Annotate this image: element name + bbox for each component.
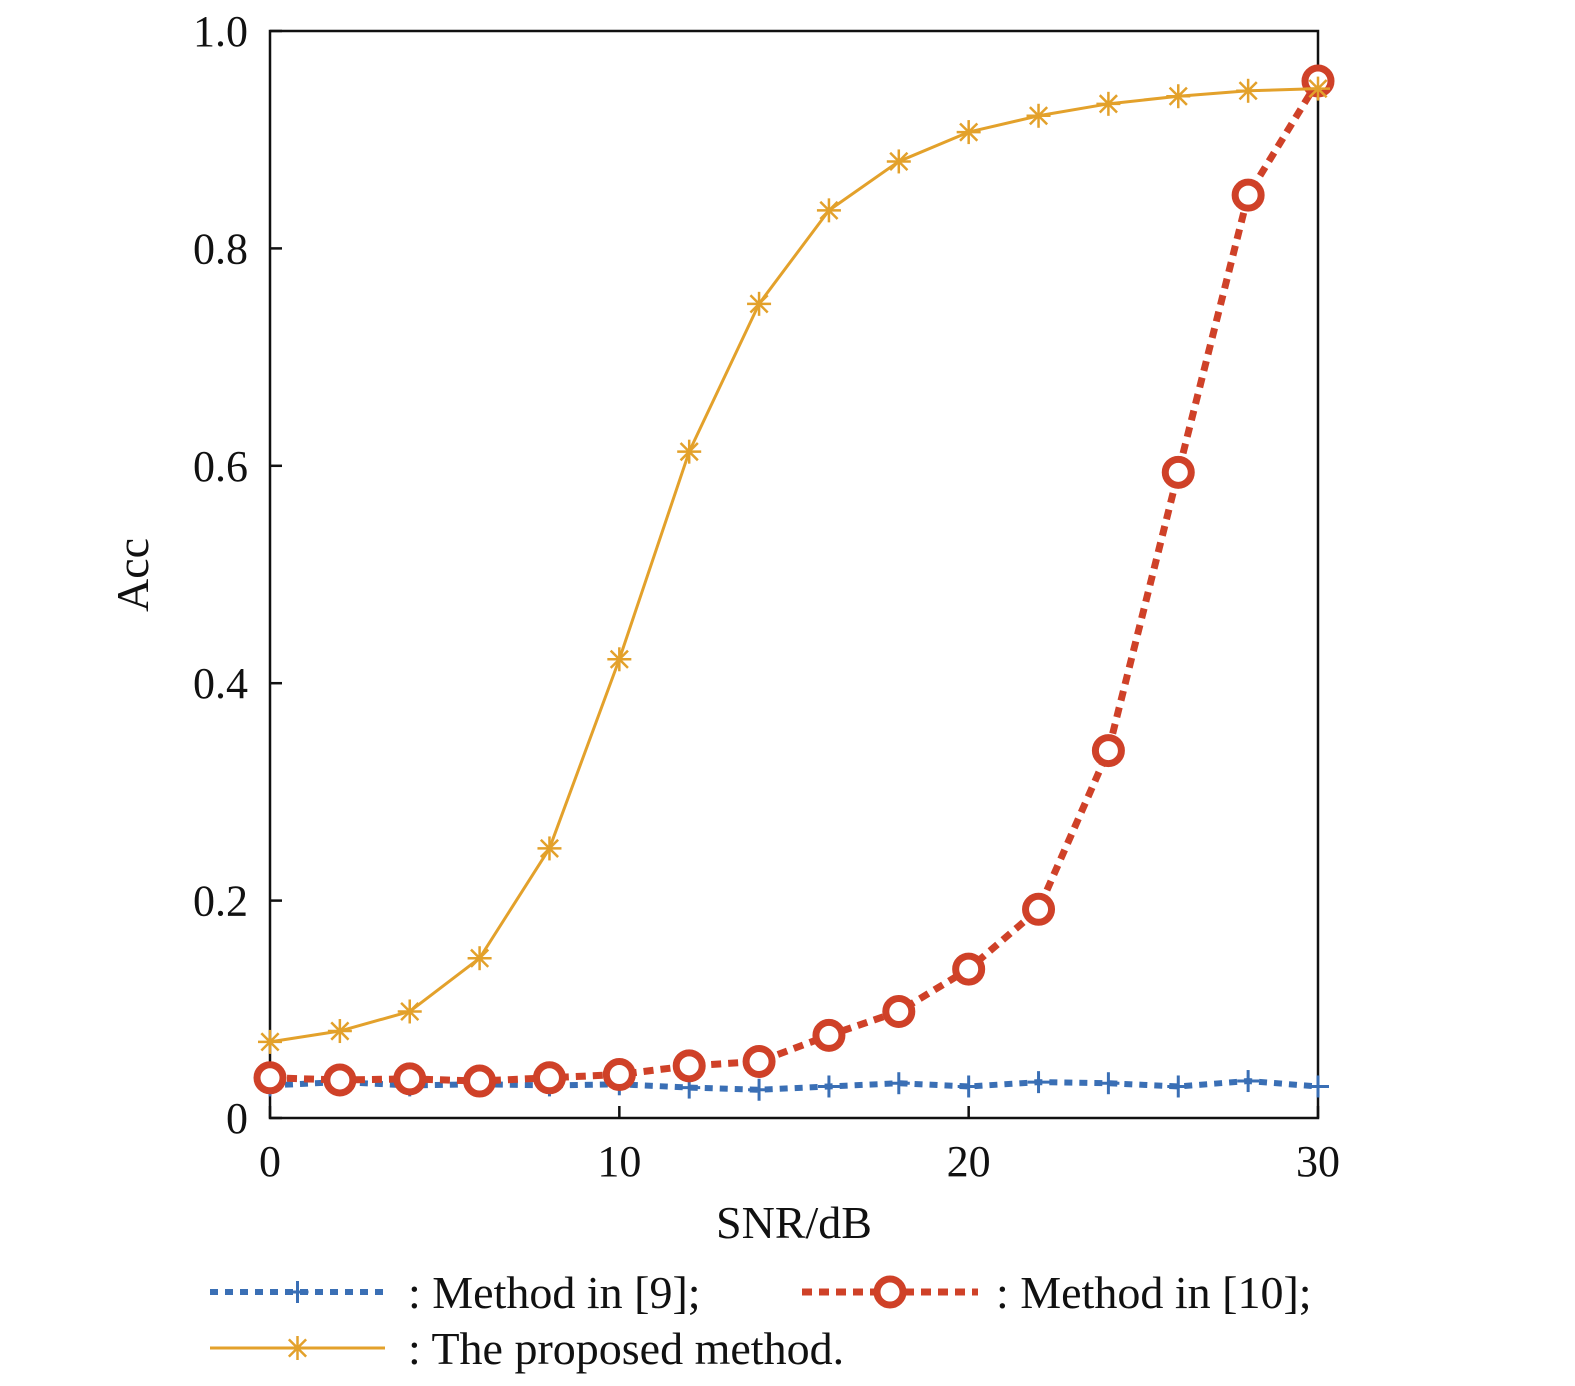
asterisk-stroke	[1238, 81, 1258, 101]
legend-item-2: : Method in [10];	[802, 1267, 1312, 1318]
series-line	[269, 1078, 1319, 1093]
data-point	[467, 946, 492, 971]
x-axis: 0 10 20 30	[259, 1106, 1340, 1186]
asterisk-stroke	[1168, 86, 1188, 106]
data-point	[747, 291, 772, 316]
series-line	[269, 87, 1319, 1044]
legend-label: : Method in [9];	[408, 1267, 701, 1318]
plot-area	[268, 29, 1320, 1120]
series-line	[269, 79, 1321, 1085]
legend-marker	[286, 1281, 309, 1303]
asterisk-stroke	[889, 151, 909, 171]
asterisk-stroke	[539, 838, 559, 858]
data-point	[327, 1019, 352, 1044]
asterisk-stroke	[400, 1001, 420, 1021]
data-point	[886, 149, 911, 174]
series-3	[258, 76, 1330, 1054]
legend-marker	[285, 1336, 310, 1360]
asterisk-stroke	[470, 948, 490, 968]
asterisk-stroke	[749, 294, 769, 314]
asterisk-stroke	[679, 442, 699, 462]
data-point	[1306, 76, 1330, 101]
data-point	[887, 1072, 910, 1095]
series-layer	[253, 64, 1335, 1101]
y-tick-label: 1.0	[193, 7, 248, 56]
data-point	[812, 1018, 846, 1052]
asterisk-stroke	[1029, 106, 1049, 126]
legend: : Method in [9]; : Method in [10]; : The p…	[210, 1267, 1312, 1374]
data-point	[607, 647, 632, 672]
series-2	[253, 64, 1335, 1098]
y-tick-label: 0.2	[193, 877, 248, 926]
data-point	[677, 439, 702, 464]
data-point	[882, 994, 916, 1028]
data-point	[748, 1078, 771, 1101]
data-point	[952, 952, 986, 986]
data-point	[393, 1062, 427, 1096]
y-axis-title: Acc	[107, 538, 158, 612]
data-point	[1022, 892, 1056, 926]
legend-marker	[873, 1275, 907, 1309]
y-tick-label: 0	[226, 1094, 248, 1143]
asterisk-stroke	[260, 1032, 280, 1052]
y-tick-label: 0.6	[193, 442, 248, 491]
legend-item-1: : Method in [9];	[210, 1267, 701, 1318]
data-point	[537, 836, 562, 861]
data-point	[258, 1029, 282, 1054]
x-tick-label: 20	[947, 1137, 991, 1186]
data-point	[1231, 178, 1265, 212]
data-point	[1166, 84, 1191, 109]
data-point	[253, 1061, 287, 1095]
data-point	[1096, 91, 1121, 116]
data-point	[1091, 734, 1125, 768]
data-point	[817, 1075, 840, 1098]
data-point	[1237, 1070, 1260, 1093]
data-point	[397, 999, 422, 1024]
data-point	[956, 120, 981, 145]
data-point	[957, 1075, 980, 1098]
data-point	[816, 198, 841, 223]
x-tick-label: 30	[1296, 1137, 1340, 1186]
data-point	[1161, 455, 1195, 489]
data-point	[672, 1049, 706, 1083]
x-axis-title: SNR/dB	[716, 1197, 872, 1248]
data-point	[463, 1064, 497, 1098]
asterisk-stroke	[1308, 79, 1328, 99]
legend-item-3: : The proposed method.	[210, 1323, 844, 1374]
asterisk-stroke	[609, 649, 629, 669]
asterisk-stroke	[330, 1021, 350, 1041]
data-point	[532, 1061, 566, 1095]
data-point	[1026, 103, 1051, 128]
x-tick-label: 10	[597, 1137, 641, 1186]
data-point	[1167, 1075, 1190, 1098]
y-tick-label: 0.8	[193, 224, 248, 273]
y-tick-label: 0.4	[193, 659, 248, 708]
legend-label: : The proposed method.	[408, 1323, 844, 1374]
data-point	[742, 1044, 776, 1078]
data-point	[602, 1058, 636, 1092]
data-point	[1307, 1075, 1329, 1098]
y-axis: 0 0.2 0.4 0.6 0.8 1.0	[193, 7, 282, 1143]
x-tick-label: 0	[259, 1137, 281, 1186]
data-point	[323, 1063, 357, 1097]
data-point	[1027, 1071, 1050, 1094]
asterisk-stroke	[287, 1338, 308, 1358]
legend-label: : Method in [10];	[996, 1267, 1312, 1318]
data-point	[1097, 1072, 1120, 1095]
asterisk-stroke	[1098, 94, 1118, 114]
asterisk-stroke	[819, 200, 839, 220]
data-point	[1236, 78, 1261, 103]
asterisk-stroke	[959, 122, 979, 142]
